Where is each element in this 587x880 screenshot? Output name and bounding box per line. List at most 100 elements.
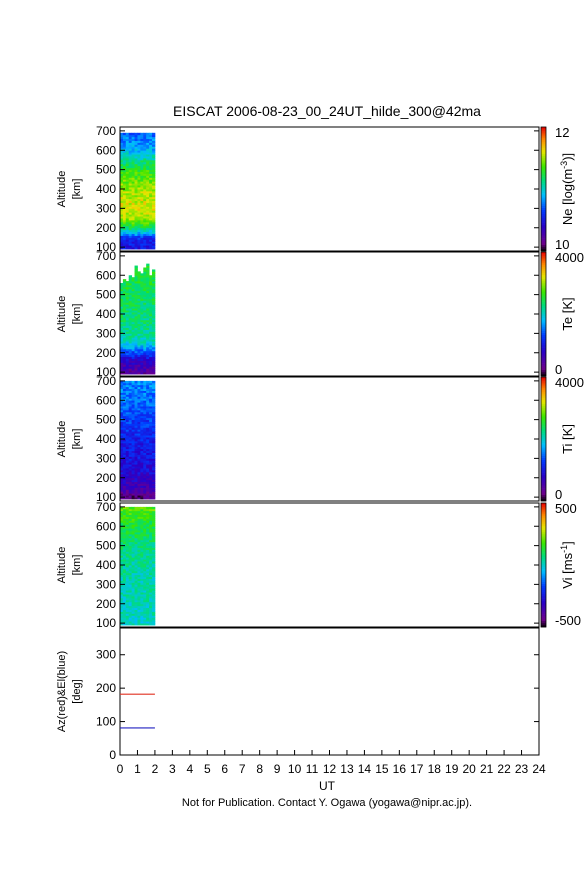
- heatmap-cell: [131, 296, 135, 299]
- heatmap-cell: [131, 390, 135, 393]
- heatmap-cell: [128, 169, 133, 172]
- heatmap-cell: [134, 148, 138, 151]
- heatmap-cell: [146, 177, 150, 180]
- heatmap-cell: [128, 275, 133, 278]
- heatmap-cell: [149, 450, 153, 453]
- colorbar-step: [541, 490, 546, 494]
- heatmap-cell: [137, 491, 141, 494]
- colorbar-step: [541, 184, 546, 188]
- heatmap-cell: [140, 220, 144, 223]
- heatmap-cell: [140, 345, 144, 348]
- heatmap-cell: [143, 489, 147, 492]
- heatmap-cell: [128, 561, 133, 564]
- colorbar-step: [541, 234, 546, 237]
- heatmap-cell: [120, 354, 124, 358]
- heatmap-cell: [137, 452, 141, 455]
- heatmap-cell: [143, 425, 147, 428]
- colorbar-step: [541, 614, 546, 617]
- heatmap-cell: [122, 559, 127, 562]
- heatmap-cell: [122, 596, 127, 599]
- heatmap-cell: [152, 462, 156, 465]
- heatmap-cell: [125, 576, 130, 579]
- colorbar-step: [541, 395, 546, 398]
- colorbar-step: [541, 618, 546, 622]
- heatmap-cell: [120, 526, 124, 529]
- heatmap-cell: [125, 603, 130, 607]
- heatmap-cell: [152, 386, 156, 390]
- heatmap-cell: [146, 510, 150, 514]
- heatmap-cell: [146, 142, 150, 145]
- colorbar-step: [541, 513, 546, 516]
- heatmap-cell: [143, 442, 147, 446]
- heatmap-cell: [131, 132, 135, 136]
- heatmap-cell: [131, 543, 135, 547]
- heatmap-cell: [131, 524, 135, 527]
- heatmap-cell: [120, 198, 124, 202]
- heatmap-cell: [131, 229, 135, 233]
- heatmap-cell: [146, 300, 150, 303]
- heatmap-cell: [125, 140, 130, 143]
- heatmap-cell: [134, 435, 138, 438]
- heatmap-cell: [120, 524, 124, 527]
- heatmap-cell: [122, 619, 127, 622]
- heatmap-cell: [140, 152, 144, 155]
- heatmap-cell: [120, 398, 124, 401]
- heatmap-cell: [122, 392, 127, 395]
- heatmap-cell: [120, 464, 124, 467]
- heatmap-cell: [149, 597, 153, 601]
- heatmap-cell: [140, 134, 144, 138]
- heatmap-cell: [128, 508, 133, 512]
- colorbar-step: [541, 349, 546, 352]
- heatmap-cell: [137, 235, 141, 238]
- colorbar-step: [541, 203, 546, 206]
- colorbar-step: [541, 238, 546, 241]
- colorbar-step: [541, 264, 546, 267]
- heatmap-cell: [140, 601, 144, 605]
- heatmap-cell: [137, 163, 141, 167]
- heatmap-cell: [146, 346, 150, 350]
- heatmap-cell: [143, 310, 147, 313]
- heatmap-cell: [146, 578, 150, 581]
- heatmap-cell: [131, 382, 135, 386]
- heatmap-cell: [137, 615, 141, 618]
- heatmap-cell: [131, 530, 135, 533]
- heatmap-cell: [149, 175, 153, 178]
- heatmap-cell: [140, 520, 144, 523]
- heatmap-cell: [134, 475, 138, 479]
- colorbar-step: [541, 529, 546, 533]
- heatmap-cell: [152, 239, 156, 242]
- heatmap-cell: [134, 370, 138, 373]
- heatmap-cell: [128, 473, 133, 477]
- heatmap-cell: [125, 310, 130, 313]
- heatmap-cell: [128, 173, 133, 176]
- heatmap-cell: [125, 444, 130, 448]
- heatmap-cell: [125, 298, 130, 301]
- heatmap-cell: [125, 485, 130, 488]
- colorbar-step: [541, 554, 546, 558]
- colorbar-step: [541, 158, 546, 161]
- heatmap-cell: [122, 306, 127, 309]
- heatmap-cell: [134, 495, 138, 498]
- heatmap-cell: [125, 208, 130, 211]
- heatmap-cell: [137, 283, 141, 286]
- heatmap-cell: [120, 339, 124, 342]
- heatmap-cell: [122, 380, 127, 384]
- heatmap-cell: [149, 572, 153, 576]
- heatmap-cell: [122, 452, 127, 455]
- heatmap-cell: [131, 243, 135, 246]
- heatmap-cell: [128, 601, 133, 605]
- heatmap-cell: [137, 306, 141, 309]
- heatmap-cell: [149, 615, 153, 618]
- heatmap-cell: [140, 411, 144, 415]
- x-tick-label: 4: [186, 762, 193, 776]
- heatmap-cell: [131, 439, 135, 442]
- heatmap-cell: [128, 594, 133, 597]
- heatmap-cell: [131, 456, 135, 459]
- heatmap-cell: [149, 148, 153, 151]
- heatmap-cell: [140, 471, 144, 475]
- colorbar-step: [541, 472, 546, 475]
- heatmap-cell: [152, 350, 156, 354]
- heatmap-cell: [137, 275, 141, 278]
- heatmap-cell: [137, 411, 141, 415]
- heatmap-cell: [125, 572, 130, 576]
